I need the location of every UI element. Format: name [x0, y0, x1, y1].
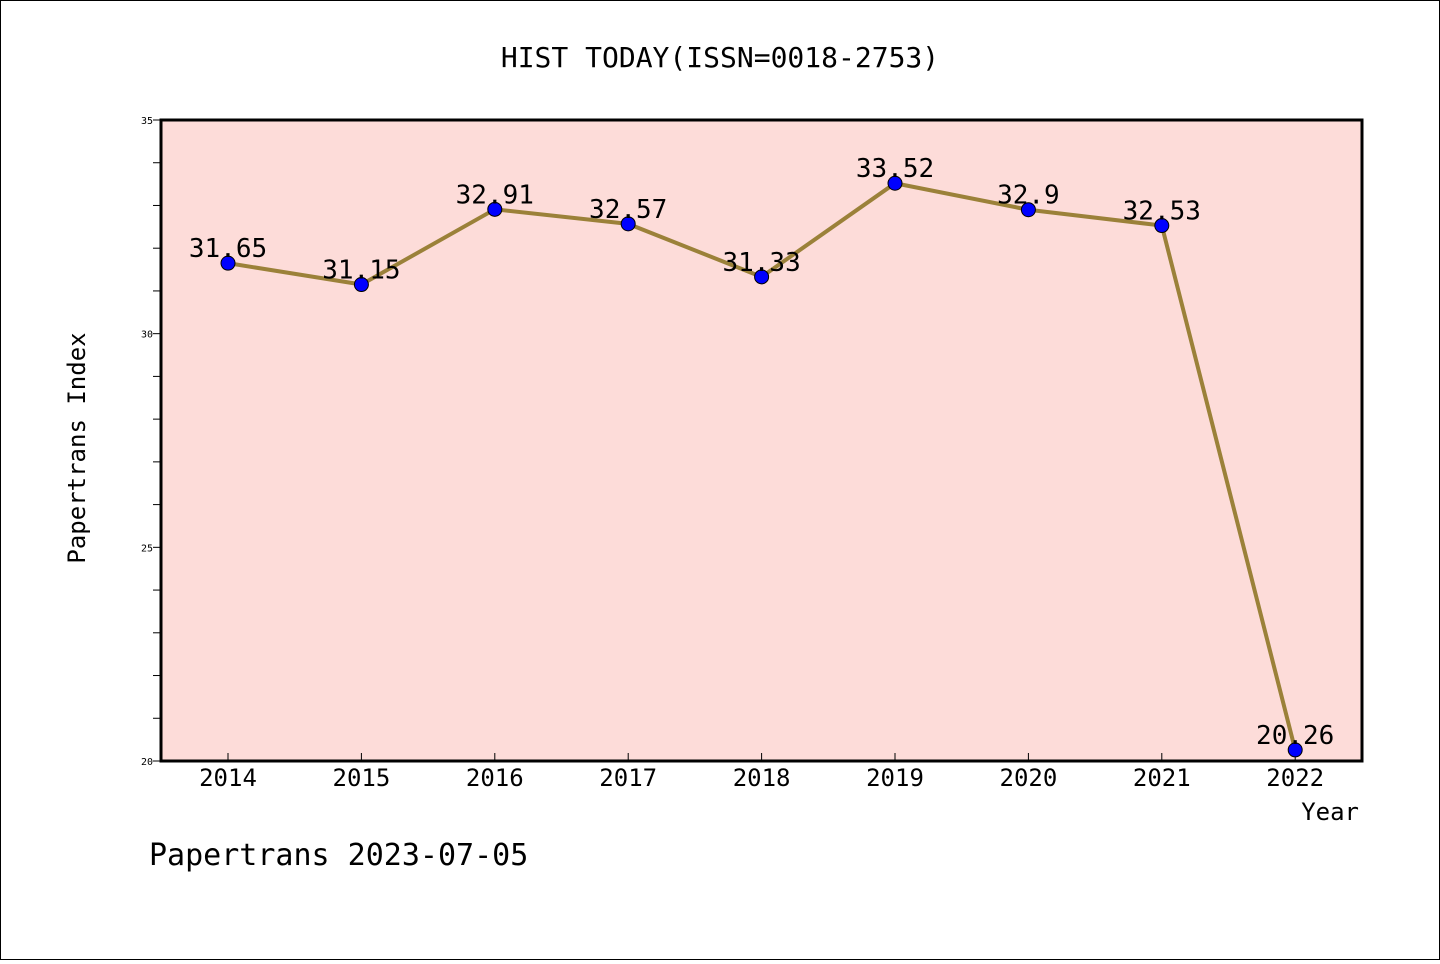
data-point	[1020, 202, 1036, 218]
y-tick-label: 35	[141, 116, 153, 127]
x-tick-label: 2017	[599, 764, 657, 792]
y-tick-label: 30	[141, 330, 153, 341]
footer-text: Papertrans 2023-07-05	[149, 838, 528, 873]
x-axis-label: Year	[1301, 798, 1359, 826]
x-tick-label: 2015	[333, 764, 391, 792]
plot-border	[159, 118, 1364, 763]
x-tick-label: 2016	[466, 764, 524, 792]
series-layer: 31.65 31.15 32.91 32.57 31.33 33.52 32.9 32.53 2…	[189, 154, 1334, 758]
data-point	[220, 255, 236, 271]
x-axis: 2014 2015 2016 2017 2018 2019 2020 2021 2022	[199, 753, 1324, 792]
y-tick-label: 20	[141, 757, 153, 768]
data-label: 31.15	[322, 256, 400, 286]
data-point	[887, 175, 903, 191]
data-point	[1154, 218, 1170, 234]
x-tick-label: 2019	[866, 764, 924, 792]
y-tick-label: 25	[141, 543, 153, 554]
data-point	[620, 216, 636, 232]
data-point	[1287, 742, 1303, 758]
data-label: 31.33	[722, 248, 800, 278]
data-label: 32.91	[456, 180, 534, 210]
x-tick-label: 2021	[1133, 764, 1191, 792]
chart-title: HIST TODAY(ISSN=0018-2753)	[501, 41, 939, 74]
y-axis: 20 25 30 35	[141, 116, 161, 768]
data-label: 32.53	[1123, 197, 1201, 227]
data-label: 20.26	[1256, 721, 1334, 751]
data-label: 33.52	[856, 154, 934, 184]
x-tick-label: 2022	[1266, 764, 1324, 792]
data-point	[754, 269, 770, 285]
data-label: 32.9	[997, 181, 1060, 211]
x-tick-label: 2018	[733, 764, 791, 792]
y-axis-label: Papertrans Index	[63, 332, 91, 563]
x-tick-label: 2020	[1000, 764, 1058, 792]
data-point	[487, 201, 503, 217]
x-tick-label: 2014	[199, 764, 257, 792]
data-label: 32.57	[589, 195, 667, 225]
data-point	[353, 277, 369, 293]
data-label: 31.65	[189, 234, 267, 264]
